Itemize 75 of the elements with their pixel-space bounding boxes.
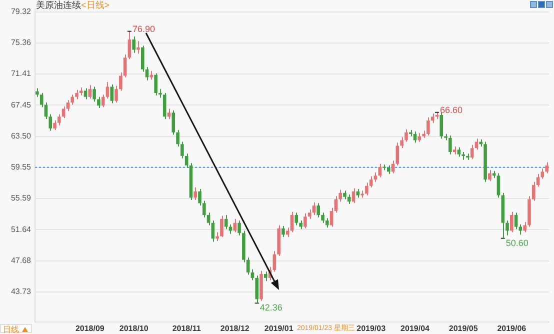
x-tick-label: 2019/06 (497, 324, 527, 334)
candlestick (316, 202, 320, 218)
annotation: 76.90 (132, 24, 155, 34)
candlestick (294, 212, 298, 226)
annotation: 66.60 (440, 104, 463, 115)
candlestick (282, 225, 285, 238)
candlestick (88, 84, 92, 100)
annotation: 50.60 (506, 238, 528, 248)
y-tick-label: 63.50 (10, 131, 32, 140)
candlestick (308, 208, 312, 220)
candlestick (272, 250, 276, 272)
candlestick (220, 215, 224, 238)
y-tick-label: 67.45 (10, 100, 32, 110)
x-tick-label: 2018/11 (172, 324, 202, 334)
x-tick-label: 2018/10 (119, 324, 149, 334)
candlestick (84, 88, 88, 100)
candlestick (110, 84, 114, 104)
text: 日线 (3, 325, 19, 334)
candlestick (62, 106, 66, 119)
candlestick (430, 112, 434, 124)
candlestick (365, 182, 368, 196)
candlestick (162, 92, 166, 120)
candlestick (488, 170, 492, 182)
candlestick (128, 30, 132, 60)
candlestick (304, 212, 307, 229)
candlestick (92, 86, 96, 102)
candlestick (312, 202, 316, 216)
candlestick (396, 142, 400, 166)
candlestick (378, 163, 382, 178)
x-tick-label: 2019/04 (400, 324, 430, 334)
candlestick (238, 220, 241, 236)
candlestick (470, 144, 474, 160)
candlestick (264, 271, 268, 282)
candlestick (132, 36, 136, 54)
candlestick (172, 110, 176, 136)
candlestick (194, 186, 197, 201)
candlestick (233, 218, 237, 233)
candlestick (457, 146, 461, 158)
candlestick (255, 275, 258, 304)
x-tick-label: 2019/03 (356, 324, 386, 334)
x-tick-label: 2018/12 (220, 324, 250, 334)
candlestick (496, 172, 500, 198)
candlestick (540, 168, 544, 180)
y-tick-label: 55.59 (10, 194, 32, 203)
candlestick (167, 108, 171, 120)
candlestick (440, 112, 444, 140)
x-tick-label: 2019/01 (264, 324, 294, 334)
chart-title: 美原油连续 (36, 0, 81, 10)
candlestick (290, 211, 294, 233)
candlestick (532, 181, 536, 202)
y-tick-label: 51.64 (10, 224, 32, 234)
candlestick (545, 162, 548, 174)
y-tick-label: 59.55 (10, 162, 32, 172)
candlestick (136, 40, 140, 54)
candlestick (250, 268, 254, 281)
candlestick (58, 114, 61, 126)
candlestick (97, 96, 100, 108)
candlestick (224, 214, 228, 230)
candlestick (114, 85, 118, 103)
candlestick (510, 211, 514, 233)
candlestick (106, 81, 110, 100)
candlestick (448, 134, 452, 155)
candlestick (514, 212, 518, 230)
y-tick-label: 47.68 (10, 256, 32, 265)
candlestick (426, 116, 430, 136)
x-tick-label: 2018/09 (75, 324, 105, 334)
annotation: 42.36 (260, 302, 282, 313)
candlestick (347, 194, 351, 204)
y-tick-label: 79.32 (10, 6, 32, 16)
chart-subtitle: <日线> (81, 0, 110, 10)
candlestick (374, 172, 378, 182)
x-tick-label: 2019/05 (448, 324, 478, 334)
y-tick-label: 43.73 (10, 287, 32, 296)
y-tick-label: 71.41 (10, 69, 32, 78)
y-tick-label: 75.36 (10, 38, 32, 48)
